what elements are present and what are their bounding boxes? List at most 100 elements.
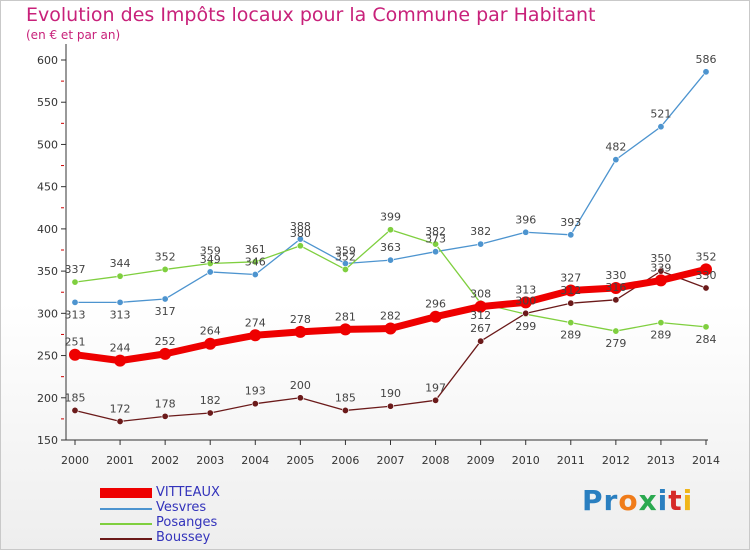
data-label-boussey: 172 xyxy=(110,402,131,415)
x-tick-label: 2006 xyxy=(331,454,359,467)
data-point-vesvres xyxy=(657,123,665,131)
x-tick-label: 2000 xyxy=(61,454,89,467)
x-tick-label: 2011 xyxy=(557,454,585,467)
data-label-boussey: 330 xyxy=(696,269,717,282)
data-point-vesvres xyxy=(702,68,710,76)
data-label-vitteaux: 330 xyxy=(605,269,626,282)
data-label-vitteaux: 308 xyxy=(470,288,491,301)
data-point-boussey xyxy=(71,406,79,414)
x-tick-label: 2003 xyxy=(196,454,224,467)
logo-letter: i xyxy=(657,484,669,517)
data-label-vitteaux: 313 xyxy=(515,283,536,296)
data-point-vesvres xyxy=(71,298,79,306)
x-tick-label: 2014 xyxy=(692,454,720,467)
y-tick-label: 350 xyxy=(37,265,58,278)
x-tick-label: 2004 xyxy=(241,454,269,467)
data-point-boussey xyxy=(296,394,304,402)
data-label-vitteaux: 281 xyxy=(335,310,356,323)
data-point-posanges xyxy=(206,260,214,268)
data-point-vitteaux xyxy=(700,263,712,276)
data-label-vesvres: 317 xyxy=(155,305,176,318)
data-point-vesvres xyxy=(161,295,169,303)
data-point-vitteaux xyxy=(609,282,622,294)
data-label-posanges: 361 xyxy=(245,243,266,256)
y-tick-label: 550 xyxy=(37,96,58,109)
data-point-vesvres xyxy=(206,268,214,276)
data-point-posanges xyxy=(251,258,259,266)
data-label-vesvres: 349 xyxy=(200,253,221,266)
x-tick-label: 2013 xyxy=(647,454,675,467)
logo-letter: r xyxy=(603,484,619,517)
data-point-vitteaux xyxy=(249,329,262,342)
data-label-posanges: 380 xyxy=(290,227,311,240)
y-tick-label: 300 xyxy=(37,307,58,320)
data-point-vitteaux xyxy=(474,300,487,313)
y-tick-label: 150 xyxy=(37,434,58,447)
data-label-boussey: 312 xyxy=(560,284,581,297)
data-label-posanges: 344 xyxy=(110,257,131,270)
data-label-posanges: 352 xyxy=(155,250,176,263)
data-point-vitteaux xyxy=(654,274,667,287)
data-point-boussey xyxy=(251,400,259,408)
legend-swatch-vesvres xyxy=(100,508,152,510)
data-point-posanges xyxy=(71,278,79,286)
data-point-posanges xyxy=(296,242,304,250)
data-label-posanges: 312 xyxy=(470,309,491,322)
data-point-boussey xyxy=(116,417,124,425)
data-point-boussey xyxy=(702,284,710,292)
data-label-posanges: 359 xyxy=(200,245,221,258)
data-point-vesvres xyxy=(251,270,259,278)
data-label-posanges: 299 xyxy=(515,320,536,333)
x-tick-label: 2012 xyxy=(602,454,630,467)
data-label-vesvres: 313 xyxy=(65,308,86,321)
data-point-boussey xyxy=(432,396,440,404)
data-point-boussey xyxy=(657,267,665,275)
data-label-boussey: 185 xyxy=(335,391,356,404)
data-point-vitteaux xyxy=(519,296,532,309)
data-point-vesvres xyxy=(612,156,620,164)
data-point-boussey xyxy=(477,337,485,345)
data-point-boussey xyxy=(386,402,394,410)
data-point-posanges xyxy=(341,265,349,273)
legend-swatch-posanges xyxy=(100,523,152,525)
legend-swatch-vitteaux xyxy=(100,488,152,498)
legend-label-posanges: Posanges xyxy=(156,515,218,530)
logo-letter: P xyxy=(582,484,604,517)
x-tick-label: 2008 xyxy=(422,454,450,467)
data-label-vitteaux: 352 xyxy=(696,250,717,263)
data-label-vesvres: 388 xyxy=(290,220,311,233)
data-point-vitteaux xyxy=(204,337,217,350)
data-label-vesvres: 482 xyxy=(605,141,626,154)
data-label-vitteaux: 296 xyxy=(425,298,446,311)
data-label-boussey: 300 xyxy=(515,294,536,307)
data-label-vitteaux: 327 xyxy=(560,272,581,285)
data-point-vesvres xyxy=(477,240,485,248)
data-point-vitteaux xyxy=(564,284,577,297)
legend-label-boussey: Boussey xyxy=(156,530,211,545)
logo-letter: o xyxy=(618,484,639,517)
data-point-vesvres xyxy=(567,231,575,239)
data-point-vesvres xyxy=(296,235,304,243)
data-point-vitteaux xyxy=(159,347,172,360)
data-point-vitteaux xyxy=(384,322,397,335)
data-label-vesvres: 382 xyxy=(470,225,491,238)
data-point-posanges xyxy=(116,272,124,280)
data-label-boussey: 185 xyxy=(65,391,86,404)
data-label-boussey: 178 xyxy=(155,397,176,410)
data-label-posanges: 337 xyxy=(65,263,86,276)
y-tick-label: 500 xyxy=(37,138,58,151)
data-label-boussey: 193 xyxy=(245,385,266,398)
x-tick-label: 2009 xyxy=(467,454,495,467)
data-label-vitteaux: 252 xyxy=(155,335,176,348)
y-tick-label: 450 xyxy=(37,181,58,194)
data-point-boussey xyxy=(567,299,575,307)
data-label-vitteaux: 278 xyxy=(290,313,311,326)
data-point-vitteaux xyxy=(339,323,352,336)
data-point-vesvres xyxy=(116,298,124,306)
data-label-vesvres: 393 xyxy=(560,216,581,229)
chart-title: Evolution des Impôts locaux pour la Comm… xyxy=(26,4,596,26)
data-label-boussey: 350 xyxy=(650,252,671,265)
data-label-posanges: 352 xyxy=(335,250,356,263)
x-tick-label: 2010 xyxy=(512,454,540,467)
